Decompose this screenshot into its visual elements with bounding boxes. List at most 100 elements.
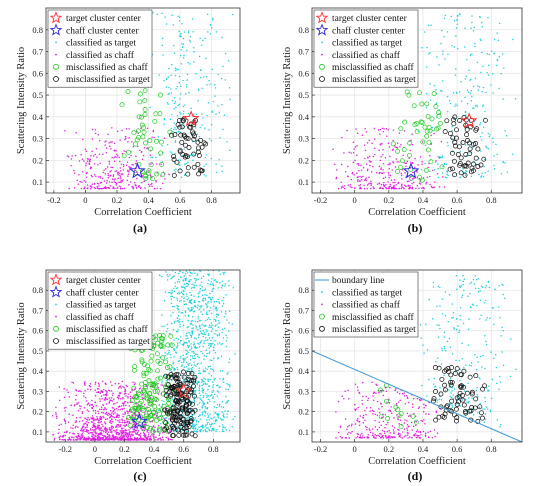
misclassified-as-chaff-point: [419, 177, 425, 183]
classified-as-chaff-point: [382, 169, 384, 171]
classified-as-chaff-point: [80, 437, 82, 440]
classified-as-chaff-point: [102, 429, 104, 432]
classified-as-chaff-point: [381, 429, 384, 432]
classified-as-chaff-point: [146, 406, 148, 408]
classified-as-target-point: [174, 74, 177, 77]
classified-as-chaff-point: [107, 173, 109, 175]
misclassified-as-chaff-point: [148, 425, 153, 431]
classified-as-target-point: [207, 380, 210, 382]
classified-as-target-point: [209, 292, 211, 295]
legend-label: classified as target: [332, 38, 402, 49]
classified-as-chaff-point: [123, 421, 126, 424]
classified-as-chaff-point: [97, 412, 100, 415]
classified-as-chaff-point: [433, 132, 435, 135]
classified-as-target-point: [173, 339, 175, 341]
classified-as-chaff-point: [382, 413, 384, 416]
classified-as-chaff-point: [81, 181, 83, 183]
classified-as-target-point: [198, 389, 201, 391]
classified-as-chaff-point: [366, 169, 369, 172]
misclassified-as-chaff-point: [167, 364, 173, 370]
misclassified-as-target-point: [187, 400, 192, 406]
classified-as-chaff-point: [103, 421, 106, 423]
classified-as-target-point: [157, 409, 160, 411]
classified-as-target-point: [187, 399, 189, 402]
classified-as-target-point: [453, 46, 456, 48]
misclassified-as-target-point: [452, 114, 458, 120]
classified-as-chaff-point: [429, 154, 431, 157]
classified-as-target-point: [225, 339, 228, 342]
misclassified-as-target-point: [470, 168, 476, 174]
classified-as-target-point: [474, 45, 476, 48]
classified-as-chaff-point: [129, 181, 132, 183]
classified-as-chaff-point: [91, 433, 94, 436]
classified-as-target-point: [197, 421, 200, 423]
classified-as-chaff-point: [102, 153, 104, 156]
legend-item: misclassified as chaff: [319, 62, 414, 73]
classified-as-chaff-point: [152, 425, 155, 428]
classified-as-chaff-point: [382, 163, 385, 165]
classified-as-target-point: [488, 286, 491, 289]
classified-as-chaff-point: [403, 436, 406, 438]
panel-caption: (c): [133, 469, 146, 483]
classified-as-chaff-point: [118, 382, 120, 385]
classified-as-chaff-point: [106, 429, 108, 432]
misclassified-as-target-point: [449, 398, 455, 404]
classified-as-target-point: [439, 386, 441, 389]
classified-as-chaff-point: [124, 413, 126, 415]
classified-as-target-point: [214, 339, 216, 342]
classified-as-chaff-point: [63, 388, 65, 390]
classified-as-chaff-point: [122, 163, 125, 166]
classified-as-chaff-point: [384, 157, 387, 159]
classified-as-chaff-point: [134, 182, 136, 184]
classified-as-target-point: [197, 372, 200, 375]
legend-label: chaff cluster center: [332, 25, 405, 36]
classified-as-target-point: [219, 273, 222, 275]
classified-as-target-point: [205, 75, 208, 78]
classified-as-target-point: [205, 163, 207, 166]
misclassified-as-target-point: [458, 170, 464, 176]
classified-as-chaff-point: [425, 181, 428, 184]
classified-as-chaff-point: [120, 179, 122, 182]
classified-as-chaff-point: [377, 129, 380, 131]
classified-as-chaff-point: [53, 437, 56, 440]
classified-as-target-point: [483, 301, 486, 304]
classified-as-target-point: [171, 295, 174, 297]
classified-as-chaff-point: [127, 393, 130, 395]
classified-as-chaff-point: [389, 432, 392, 434]
classified-as-chaff-point: [67, 391, 69, 394]
classified-as-chaff-point: [401, 183, 403, 186]
classified-as-chaff-point: [112, 407, 115, 409]
classified-as-chaff-point: [354, 423, 357, 425]
x-tick-label: 0: [93, 444, 97, 454]
classified-as-target-point: [185, 277, 187, 279]
classified-as-chaff-point: [116, 436, 119, 439]
classified-as-target-point: [209, 318, 211, 321]
classified-as-target-point: [437, 336, 440, 338]
classified-as-target-point: [198, 292, 200, 295]
classified-as-target-point: [489, 134, 491, 136]
classified-as-target-point: [198, 345, 201, 348]
classified-as-target-point: [208, 310, 211, 312]
misclassified-as-chaff-point: [149, 381, 155, 387]
misclassified-as-chaff-point: [398, 164, 404, 170]
classified-as-target-point: [207, 31, 209, 33]
classified-as-chaff-point: [376, 429, 379, 431]
classified-as-target-point: [168, 351, 170, 354]
misclassified-as-chaff-point: [407, 152, 412, 158]
panel-c: -0.2 0 0.2 0.4 0.6 0.80.10.20.30.40.50.60.70.…: [16, 269, 241, 483]
classified-as-target-point: [205, 336, 207, 339]
classified-as-chaff-point: [372, 432, 374, 434]
classified-as-target-point: [194, 281, 196, 284]
classified-as-target-point: [476, 304, 478, 307]
classified-as-target-point: [213, 305, 215, 307]
classified-as-chaff-point: [77, 426, 79, 428]
classified-as-target-point: [165, 393, 167, 395]
misclassified-as-chaff-point: [436, 110, 441, 116]
misclassified-as-target-point: [452, 172, 458, 178]
classified-as-chaff-point: [88, 158, 90, 160]
misclassified-as-target-point: [449, 150, 455, 156]
classified-as-target-point: [193, 354, 196, 357]
classified-as-target-point: [479, 136, 482, 138]
classified-as-chaff-point: [400, 174, 403, 176]
